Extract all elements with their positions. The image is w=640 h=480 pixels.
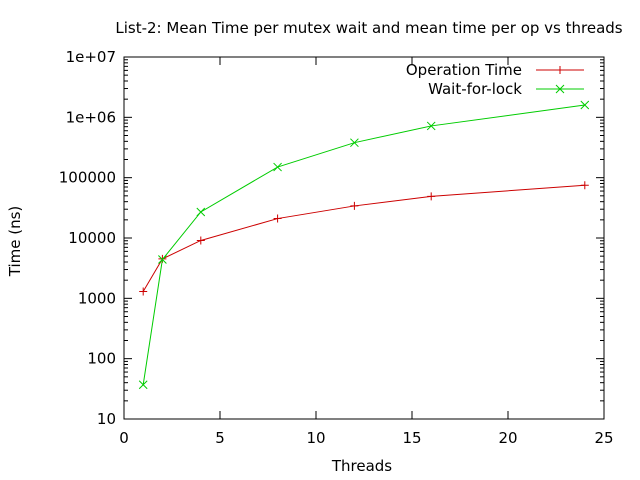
x-tick-label: 25 (594, 429, 613, 447)
x-tick-label: 5 (215, 429, 225, 447)
series-line (142, 104, 585, 385)
data-point (139, 287, 148, 296)
legend-label: Operation Time (406, 61, 522, 79)
data-point (350, 138, 359, 148)
series-1 (139, 181, 589, 296)
data-point (196, 236, 205, 245)
data-point (350, 201, 359, 210)
data-point (196, 207, 206, 217)
x-tick-label: 0 (119, 429, 129, 447)
legend-label: Wait-for-lock (428, 80, 522, 98)
data-point (580, 181, 589, 190)
data-point (580, 100, 590, 110)
series-layer (138, 100, 590, 390)
x-axis-label: Threads (331, 457, 392, 475)
x-tick-label: 20 (498, 429, 517, 447)
y-tick-label: 100 (87, 350, 116, 368)
data-point (427, 192, 436, 201)
legend-marker (555, 84, 565, 94)
x-axis: 0 5 10 15 20 25 (119, 57, 614, 447)
y-tick-label: 100000 (59, 169, 116, 187)
y-axis: 10 100 1000 10000 100000 1e+06 1e+07 (59, 48, 604, 428)
data-point (158, 255, 167, 264)
y-tick-label: 1e+07 (66, 48, 116, 66)
data-point (426, 121, 436, 131)
x-tick-label: 15 (402, 429, 421, 447)
y-tick-label: 10 (97, 410, 116, 428)
data-point (138, 380, 148, 390)
series-line (142, 184, 585, 292)
x-tick-label: 10 (306, 429, 325, 447)
plot-area (123, 56, 605, 420)
data-point (273, 214, 282, 223)
chart-title: List-2: Mean Time per mutex wait and mea… (115, 19, 622, 37)
legend-marker (556, 66, 564, 74)
y-tick-label: 1000 (78, 289, 116, 307)
y-axis-label: Time (ns) (6, 206, 24, 278)
y-tick-label: 1e+06 (66, 108, 116, 126)
series-2 (138, 100, 590, 390)
data-point (273, 162, 282, 172)
y-tick-label: 10000 (68, 229, 116, 247)
